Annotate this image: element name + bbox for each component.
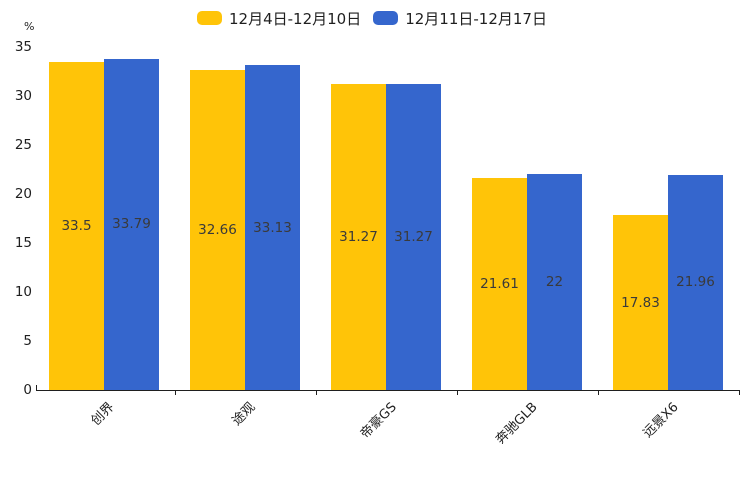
bar-value-label: 33.79	[112, 216, 151, 233]
legend-swatch-week1-icon	[197, 11, 222, 25]
bar-value-label: 32.66	[198, 221, 237, 238]
x-axis-tick	[598, 391, 599, 395]
bar-week2: 33.13	[245, 65, 300, 390]
y-axis-zero-tick	[36, 385, 37, 390]
bar-value-label: 33.5	[61, 217, 92, 234]
x-category-label: 创界	[88, 399, 118, 429]
y-tick-label: 30	[14, 88, 32, 104]
y-tick-label: 15	[14, 235, 32, 251]
x-axis-tick	[175, 391, 176, 395]
legend: 12月4日-12月10日 12月11日-12月17日	[0, 7, 744, 29]
x-axis-tick	[739, 391, 740, 395]
bar-week1: 31.27	[331, 83, 386, 390]
x-category-label: 帝豪GS	[357, 399, 400, 442]
bar-value-label: 31.27	[339, 228, 378, 245]
legend-swatch-week2-icon	[373, 11, 399, 25]
y-tick-label: 5	[23, 333, 32, 349]
bar-week2: 33.79	[104, 58, 159, 390]
bar-week2: 31.27	[386, 83, 441, 390]
legend-label-week1: 12月4日-12月10日	[229, 9, 362, 28]
bar-week1: 33.5	[49, 61, 104, 390]
legend-item-week2: 12月11日-12月17日	[373, 8, 547, 29]
bar-week2: 22	[527, 174, 582, 390]
y-tick-label: 10	[14, 284, 32, 300]
bar-week1: 21.61	[472, 178, 527, 390]
bar-value-label: 31.27	[394, 228, 433, 245]
bar-value-label: 33.13	[253, 219, 292, 236]
legend-item-week1: 12月4日-12月10日	[197, 8, 361, 29]
x-category-label: 奔驰GLB	[493, 399, 541, 448]
y-tick-label: 25	[14, 137, 32, 153]
bar-value-label: 21.61	[480, 276, 519, 293]
bar-value-label: 21.96	[676, 274, 715, 291]
x-axis-line	[36, 390, 740, 391]
bar-week1: 32.66	[190, 69, 245, 390]
y-tick-label: 0	[23, 382, 32, 398]
y-tick-label: 35	[14, 39, 32, 55]
y-tick-label: 20	[14, 186, 32, 202]
x-axis-tick	[316, 391, 317, 395]
x-category-label: 远景X6	[640, 399, 682, 441]
x-axis-tick	[457, 391, 458, 395]
bar-value-label: 17.83	[621, 294, 660, 311]
legend-label-week2: 12月11日-12月17日	[405, 9, 547, 28]
y-axis-unit-label: %	[24, 20, 35, 33]
x-category-label: 途观	[229, 399, 259, 429]
bar-value-label: 22	[545, 274, 564, 291]
bar-week2: 21.96	[668, 174, 723, 390]
bar-week1: 17.83	[613, 215, 668, 390]
